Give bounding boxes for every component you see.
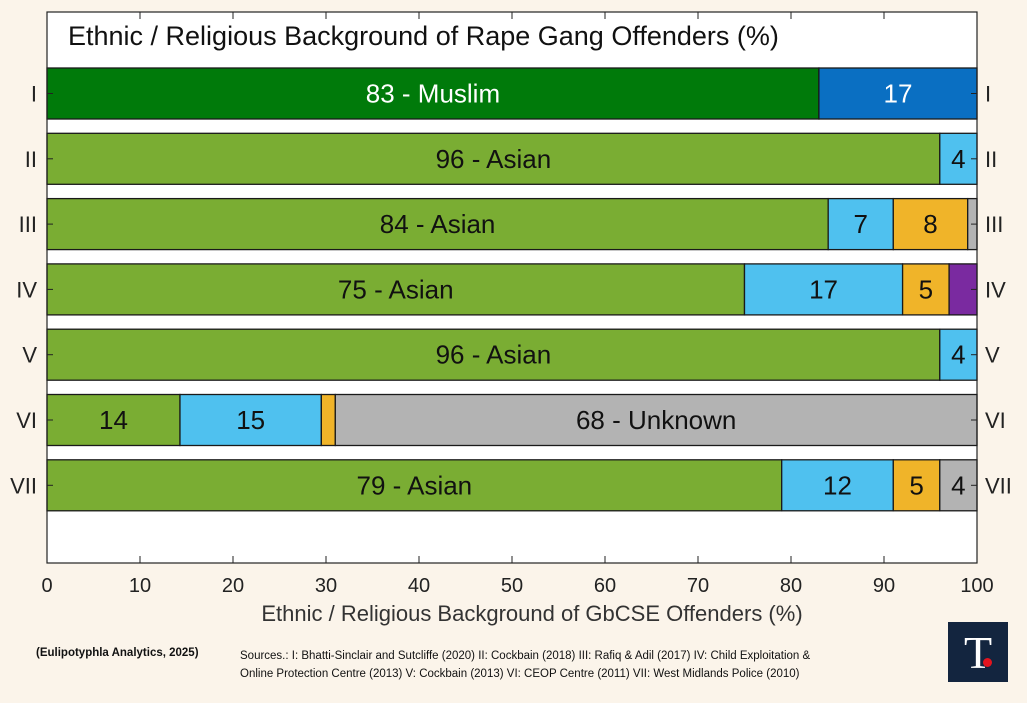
row-label-left: II [25,147,37,172]
data-label: 68 - Unknown [576,405,736,435]
row-label-left: III [19,212,37,237]
row-label-right: V [985,343,1000,368]
bar-segment [743,263,904,316]
bar-segment [46,132,941,185]
bar-segment [781,459,894,512]
data-label: 84 - Asian [380,209,496,239]
row-label-left: VII [10,473,37,498]
x-tick-label: 30 [315,575,337,597]
bar-segment [46,263,746,316]
data-label: 4 [951,340,965,370]
sources-text: Sources.: I: Bhatti-Sinclair and Sutclif… [240,647,940,683]
x-tick-label: 10 [129,575,151,597]
row-label-right: III [985,212,1003,237]
bar-segment [827,197,894,251]
x-tick-label: 60 [594,575,616,597]
data-label: 75 - Asian [338,274,454,304]
x-tick-label: 80 [780,575,802,597]
data-label: 17 [809,274,838,304]
row-label-left: I [31,82,37,107]
bar-segment [939,459,978,512]
x-tick-label: 40 [408,575,430,597]
bar-segment [818,67,978,120]
row-label-left: VI [16,408,37,433]
bar-segment [320,393,336,447]
credit-text: (Eulipotyphla Analytics, 2025) [36,647,199,659]
data-label: 7 [854,209,868,239]
bar-segment [46,197,829,251]
data-label: 5 [909,470,923,500]
data-label: 5 [919,274,933,304]
data-label: 83 - Muslim [366,79,500,109]
logo-icon: T [948,622,1008,682]
x-tick-label: 70 [687,575,709,597]
row-label-right: VI [985,408,1006,433]
bar-segment [334,393,978,447]
data-label: 79 - Asian [357,470,473,500]
bar-segment [901,263,950,316]
data-label: 96 - Asian [436,144,552,174]
row-label-right: I [985,82,991,107]
row-label-right: IV [985,277,1006,302]
logo-dot [983,658,992,667]
bar-segment [46,459,783,512]
x-tick-label: 100 [960,575,993,597]
data-label: 4 [951,470,965,500]
row-label-right: II [985,147,997,172]
chart-title: Ethnic / Religious Background of Rape Ga… [68,21,779,51]
x-axis-label: Ethnic / Religious Background of GbCSE O… [261,601,802,626]
x-tick-label: 20 [222,575,244,597]
x-tick-label: 0 [41,575,52,597]
bar-segment [46,328,941,381]
data-label: 15 [236,405,265,435]
row-label-left: V [22,343,37,368]
data-label: 14 [99,405,128,435]
row-label-right: VII [985,473,1012,498]
data-label: 12 [823,470,852,500]
row-label-left: IV [16,277,37,302]
data-label: 8 [923,209,937,239]
bar-segment [46,67,820,120]
data-label: 17 [883,79,912,109]
x-tick-label: 90 [873,575,895,597]
sources-line-1: Sources.: I: Bhatti-Sinclair and Sutclif… [240,650,811,662]
data-label: 96 - Asian [436,340,552,370]
logo-glyph: T [963,626,993,678]
data-label: 4 [951,144,965,174]
x-tick-label: 50 [501,575,523,597]
bar-segment [179,393,323,447]
sources-line-2: Online Protection Centre (2013) V: Cockb… [240,668,800,680]
